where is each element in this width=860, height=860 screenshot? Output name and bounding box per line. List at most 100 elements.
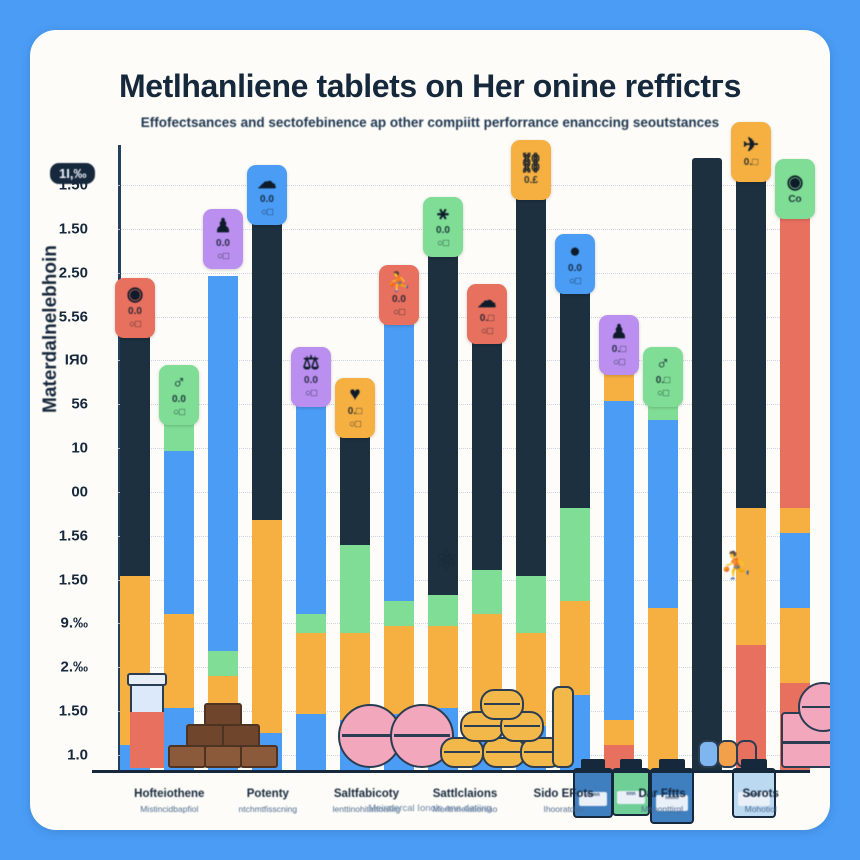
bar-top-badge[interactable]: ♥ 0.□ ○□: [335, 377, 375, 438]
x-category-1: Hofteiothene Mistincidbapfiol: [120, 788, 219, 814]
chart-card: Metlhanliene tablets on Her onine reffic…: [30, 30, 830, 830]
bar-segment-green: [384, 601, 414, 627]
bar-11[interactable]: [560, 270, 590, 770]
y-tick-label: 5.56: [58, 308, 88, 326]
gridline: [118, 448, 810, 450]
y-tick-label: 1.50: [58, 702, 88, 720]
badge-symbol-icon: ♂: [171, 371, 187, 393]
badge-value-label: 0.□: [479, 312, 495, 324]
x-category-name: Saltfabicoty: [333, 788, 400, 800]
bar-segment-dark: [560, 270, 590, 508]
bar-top-badge[interactable]: ♂ 0.□ ○□: [643, 346, 683, 407]
bar-segment-dark: [120, 313, 150, 577]
badge-sub-label: ○□: [392, 306, 406, 318]
x-category-4: Sattlclaions Morltnnelationiao: [416, 788, 515, 814]
badge-symbol-icon: ✈: [743, 134, 759, 156]
x-category-sublabel: lenttinohitattoalliig: [332, 804, 401, 814]
bar-5[interactable]: [296, 382, 326, 770]
x-category-sublabel: Morltnnelationiao: [432, 804, 498, 814]
badge-sub-label: ○□: [568, 275, 582, 287]
bar-group: ◉ 0.0 ○□ ♂ 0.0 ○□ ♟ 0.0 ○□ ☁ 0.0 ○□ ⚖ 0.0 ○□ ♥ 0.□ ○□ ⛹ 0.0…: [115, 121, 815, 770]
bar-top-badge[interactable]: ☁ 0.□ ○□: [467, 284, 507, 344]
badge-symbol-icon: ⚹: [437, 203, 449, 224]
bar-12[interactable]: [604, 351, 634, 770]
bar-top-badge[interactable]: ♟ 0.0 ○□: [203, 209, 243, 269]
badge-value-label: 0.0: [392, 293, 406, 305]
bar-segment-orange: [164, 613, 194, 708]
bar-top-badge[interactable]: ◉ 0.0 ○□: [115, 277, 155, 338]
bar-top-badge[interactable]: ⛓ 0.£: [511, 140, 551, 201]
badge-symbol-icon: ♂: [655, 353, 671, 374]
badge-value-label: 0.0: [128, 306, 142, 318]
bar-segment-orange: [120, 576, 150, 745]
bar-top-badge[interactable]: ◉ Со: [775, 159, 815, 219]
bar-segment-orange: [560, 601, 590, 695]
bar-6[interactable]: [340, 413, 370, 770]
badge-symbol-icon: ♥: [349, 384, 361, 406]
bar-1[interactable]: [120, 313, 150, 770]
bar-segment-blue: [780, 532, 810, 608]
bar-top-badge[interactable]: ✈ 0.□: [731, 121, 771, 182]
bar-inline-icon: ⛹: [720, 550, 753, 580]
y-tick-label: 1.0: [67, 746, 88, 764]
bar-7[interactable]: [384, 301, 414, 770]
badge-value-label: Со: [788, 194, 802, 205]
bar-top-badge[interactable]: ● 0.0 ○□: [555, 234, 595, 294]
badge-symbol-icon: ⛓: [518, 153, 544, 175]
bar-top-badge[interactable]: ⚖ 0.0 ○□: [291, 346, 331, 407]
badge-symbol-icon: ☁: [477, 290, 497, 312]
badge-value-label: 0.0: [172, 393, 186, 405]
bar-10[interactable]: [516, 176, 546, 770]
x-category-6: Dar Fftts Mnoonttirgl: [613, 788, 712, 814]
bar-segment-blue: [340, 720, 370, 770]
bar-segment-green: [428, 595, 458, 627]
bar-segment-blue: [296, 713, 326, 770]
bar-segment-orange: [648, 607, 678, 770]
bar-3[interactable]: [208, 245, 238, 770]
bar-15[interactable]: [736, 157, 766, 770]
gridline: [118, 667, 810, 669]
bar-segment-red: [736, 645, 766, 770]
x-axis-line: [92, 770, 810, 773]
bar-4[interactable]: [252, 201, 282, 770]
bar-14[interactable]: [692, 157, 722, 770]
bar-top-badge[interactable]: ♂ 0.0 ○□: [159, 365, 199, 426]
y-tick-label: 2.‰: [60, 658, 88, 676]
page-subtitle: Effofectsances and sectofebinence ap oth…: [140, 115, 720, 130]
y-tick-label: 9.‰: [60, 614, 88, 632]
badge-value-label: 0.0: [216, 237, 230, 249]
bar-segment-orange: [208, 676, 238, 733]
y-tick-label: 10: [71, 439, 88, 457]
x-axis-category-labels: Hofteiothene Mistincidbapfiol Potenty ntchm…: [120, 788, 810, 830]
bar-segment-blue: [648, 420, 678, 608]
bar-top-badge[interactable]: ⚹ 0.0 ○□: [423, 196, 463, 257]
y-tick-label: 1.50: [58, 571, 88, 589]
bar-segment-orange: [604, 720, 634, 745]
bar-segment-orange: [780, 507, 810, 533]
x-category-name: Dar Fftts: [638, 788, 686, 800]
bar-top-badge[interactable]: ⛹ 0.0 ○□: [379, 265, 419, 326]
bar-top-badge[interactable]: ☁ 0.0 ○□: [247, 165, 287, 226]
y-tick-label: 2.50: [58, 264, 88, 282]
badge-symbol-icon: ⛹: [387, 271, 411, 293]
badge-sub-label: ○□: [348, 419, 362, 431]
bar-top-badge[interactable]: ♟ 0.□ ○□: [599, 315, 639, 376]
bar-8[interactable]: [428, 232, 458, 770]
gridline: [118, 623, 810, 625]
bar-9[interactable]: [472, 320, 502, 770]
bar-16[interactable]: [780, 195, 810, 770]
bar-segment-orange: [472, 613, 502, 714]
badge-symbol-icon: ♟: [610, 321, 628, 343]
bar-segment-blue: [164, 707, 194, 770]
gridline: [118, 404, 810, 406]
bar-segment-blue: [208, 732, 238, 770]
y-tick-label: 56: [71, 395, 88, 413]
bar-segment-green: [208, 651, 238, 677]
bar-2[interactable]: [164, 401, 194, 770]
bar-segment-orange: [516, 632, 546, 727]
badge-symbol-icon: ⚖: [302, 353, 320, 374]
x-category-5: Sido EFots Ihooratdim: [514, 788, 613, 814]
bar-13[interactable]: [648, 382, 678, 770]
gridline: [118, 272, 810, 275]
bar-segment-dark: [252, 201, 282, 520]
